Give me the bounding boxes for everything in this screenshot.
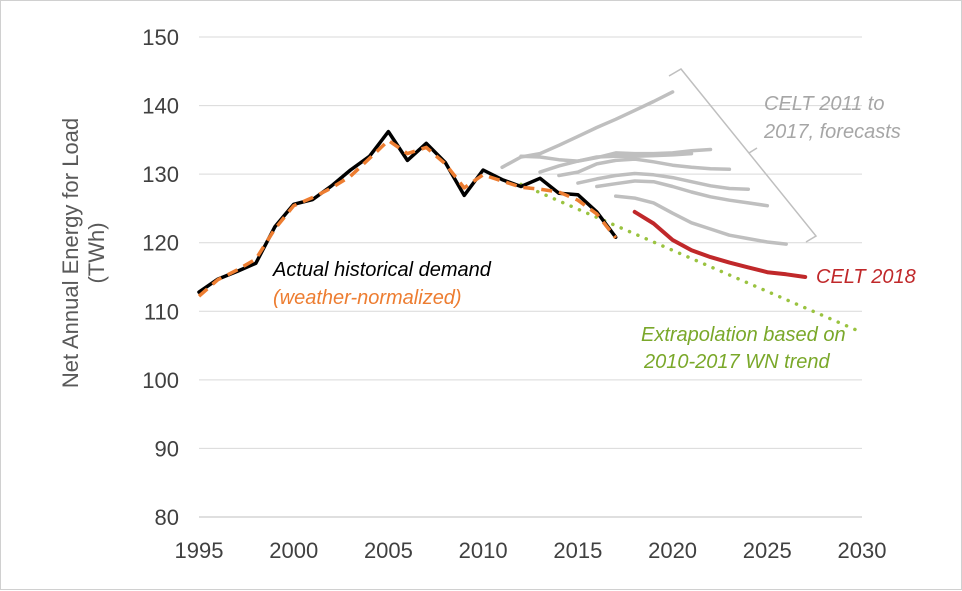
series-celt-2018-9 bbox=[632, 209, 808, 279]
x-axis-ticks: 1995 2000 2005 2010 2015 2020 2025 2030 bbox=[175, 538, 887, 563]
y-tick-label: 90 bbox=[155, 436, 179, 461]
y-axis-title-line1: Net Annual Energy for Load bbox=[58, 118, 83, 388]
celt-range-bracket bbox=[668, 68, 818, 243]
y-axis-title-line2: (TWh) bbox=[84, 222, 109, 283]
series-celt-2011-2017-5 bbox=[557, 157, 732, 178]
x-tick-label: 2010 bbox=[459, 538, 508, 563]
y-tick-label: 80 bbox=[155, 505, 179, 530]
series-celt-2011-2017-3 bbox=[519, 147, 713, 163]
series-weather-normalized-1 bbox=[197, 138, 618, 298]
celt-range-label-line2: 2017, forecasts bbox=[763, 121, 901, 143]
y-tick-label: 150 bbox=[142, 25, 179, 50]
y-axis-ticks: 80 90 100 110 120 130 140 150 bbox=[142, 25, 179, 530]
celt-bracket-tick bbox=[748, 147, 758, 154]
y-tick-label: 140 bbox=[142, 94, 179, 119]
weather-normalized-label: (weather-normalized) bbox=[273, 287, 462, 309]
actual-demand-label: Actual historical demand bbox=[272, 259, 492, 281]
x-tick-label: 2015 bbox=[553, 538, 602, 563]
gridlines bbox=[199, 36, 862, 518]
x-tick-label: 2020 bbox=[648, 538, 697, 563]
series-lines bbox=[197, 90, 864, 335]
x-tick-label: 2005 bbox=[364, 538, 413, 563]
series-celt-2011-2017-6 bbox=[576, 171, 751, 191]
x-tick-label: 2030 bbox=[838, 538, 887, 563]
y-tick-label: 130 bbox=[142, 162, 179, 187]
series-extrapolation-10 bbox=[519, 182, 864, 335]
series-celt-2011-2017-4 bbox=[538, 151, 694, 174]
y-tick-label: 120 bbox=[142, 231, 179, 256]
series-celt-2011-2017-7 bbox=[595, 179, 770, 208]
y-tick-label: 110 bbox=[144, 299, 179, 324]
celt-range-label-line1: CELT 2011 to bbox=[764, 93, 884, 115]
celt-bracket-line bbox=[668, 68, 818, 243]
y-axis-title: Net Annual Energy for Load (TWh) bbox=[58, 118, 109, 388]
celt-2018-label: CELT 2018 bbox=[816, 266, 916, 288]
x-tick-label: 2025 bbox=[743, 538, 792, 563]
x-tick-label: 1995 bbox=[175, 538, 224, 563]
extrapolation-label-line2: 2010-2017 WN trend bbox=[643, 351, 831, 373]
extrapolation-label-line1: Extrapolation based on bbox=[641, 324, 846, 346]
series-celt-2011-2017-8 bbox=[613, 194, 788, 246]
x-tick-label: 2000 bbox=[269, 538, 318, 563]
y-tick-label: 100 bbox=[142, 368, 179, 393]
